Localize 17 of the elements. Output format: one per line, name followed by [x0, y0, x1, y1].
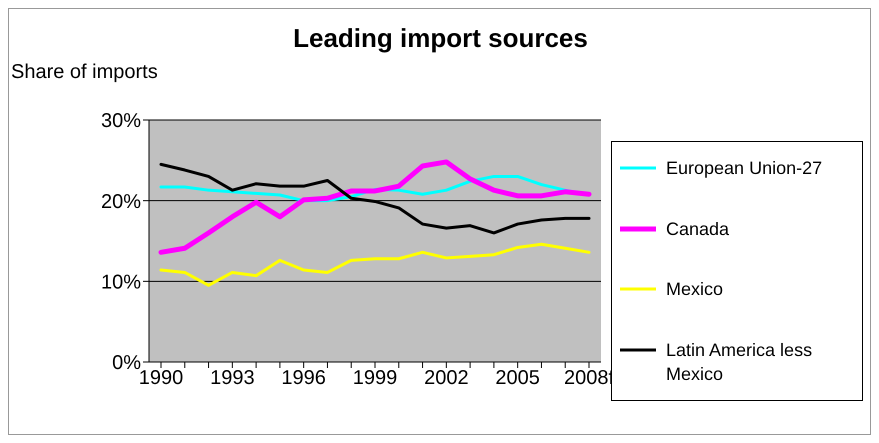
x-tick-label: 1996: [281, 367, 326, 390]
legend-label: Latin America less Mexico: [666, 338, 814, 386]
x-tick-label: 1990: [138, 367, 184, 390]
x-tick-label: 2005: [495, 367, 540, 390]
legend-label: European Union-27: [666, 157, 822, 180]
line-series: [160, 242, 590, 287]
y-tick-label: 0%: [112, 352, 142, 374]
legend-label: Mexico: [666, 278, 724, 302]
y-tick-label: 10%: [100, 271, 142, 294]
legend-label: Canada: [666, 218, 730, 241]
x-tick-label: 1993: [210, 367, 255, 390]
x-tick-label: 2002: [424, 367, 469, 390]
y-axis-title: Share of imports: [11, 61, 158, 84]
y-tick-label: 20%: [100, 190, 142, 213]
x-tick-label: 1999: [352, 367, 398, 390]
y-tick-label: 30%: [100, 110, 142, 132]
chart-title: Leading import sources: [292, 23, 589, 54]
